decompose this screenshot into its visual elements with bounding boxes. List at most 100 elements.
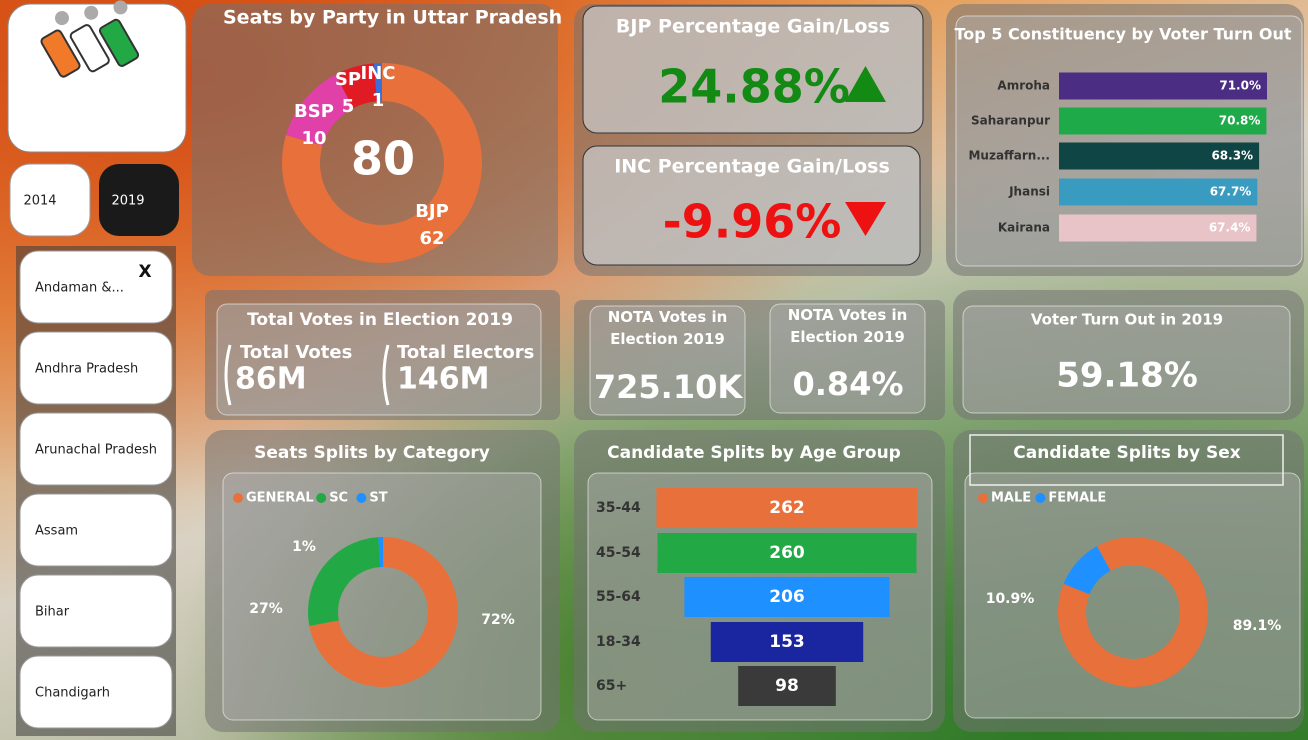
donut-slice [285, 74, 354, 146]
card-label: Total Votes [240, 342, 352, 363]
card-value: 0.84% [792, 365, 903, 403]
year-button-selected[interactable] [99, 164, 179, 236]
bar [1059, 72, 1267, 100]
card-label: Total Electors [397, 342, 534, 363]
year-label[interactable]: 2014 [23, 194, 56, 209]
total-label: 80 [351, 132, 415, 186]
clear-button[interactable]: X [138, 262, 151, 282]
category-label: 35-44 [596, 500, 641, 516]
kpi-card [582, 145, 921, 266]
charts: Seats by Party in Uttar Pradesh BJP 62 BSP 1… [223, 7, 1292, 706]
bar [1059, 214, 1257, 242]
legend-label: SC [329, 491, 348, 506]
value-label: 27% [249, 601, 283, 617]
state-item[interactable] [19, 493, 173, 567]
legend-dot [1035, 493, 1046, 503]
down-arrow [845, 202, 886, 236]
up-arrow [845, 66, 886, 102]
legend-label: MALE [991, 491, 1031, 506]
panel [205, 430, 560, 732]
panel [953, 290, 1304, 420]
value-label: 67.4% [1209, 221, 1251, 235]
state-label[interactable]: Assam [35, 524, 78, 539]
value-label: 10.9% [986, 591, 1035, 607]
value-label: 153 [769, 632, 805, 652]
chart-title: Seats Splits by Category [254, 443, 490, 463]
state-list [16, 246, 176, 736]
state-items: Andaman &... Andhra Pradesh Arunachal Prad… [19, 250, 173, 729]
donut-slice [309, 537, 459, 687]
slice-name: SP [335, 69, 361, 90]
legend-dot [233, 493, 243, 503]
state-label[interactable]: Arunachal Pradesh [35, 443, 157, 458]
state-label[interactable]: Bihar [35, 605, 70, 620]
value-label: 68.3% [1211, 149, 1253, 163]
legend-dot [316, 493, 327, 503]
card [216, 303, 542, 416]
state-item[interactable] [19, 574, 173, 648]
funnel-bar [657, 533, 917, 573]
value-label: 71.0% [1219, 79, 1261, 93]
donut-slice [373, 63, 382, 102]
value-label: 206 [769, 587, 805, 607]
category-label: 65+ [596, 678, 627, 694]
card-title: NOTA Votes in Election 2019 [607, 308, 728, 348]
category-label: 18-34 [596, 634, 641, 650]
kpi-card [582, 5, 924, 134]
kpi-value: 24.88% [658, 60, 850, 114]
card-value: 86M [235, 362, 307, 397]
logo-card [7, 3, 187, 153]
panel [953, 430, 1304, 732]
donut-slice [1063, 546, 1111, 595]
slice-value: 1 [372, 90, 385, 111]
value-label: 70.8% [1219, 114, 1261, 128]
logo [40, 0, 140, 78]
state-label[interactable]: Andaman &... [35, 281, 124, 296]
state-label[interactable]: Andhra Pradesh [35, 362, 138, 377]
legend-dot [356, 493, 367, 503]
value-label: 260 [769, 543, 805, 563]
slice-name: BJP [415, 201, 449, 222]
donut-slice [1058, 537, 1209, 687]
category-label: 45-54 [596, 545, 641, 561]
value-label: 262 [769, 498, 805, 518]
kpi-title: BJP Percentage Gain/Loss [616, 16, 890, 38]
category-label: Amroha [997, 79, 1050, 93]
category-label: Saharanpur [971, 114, 1050, 128]
state-item[interactable] [19, 655, 173, 729]
card [964, 472, 1301, 719]
card-title: NOTA Votes in Election 2019 [787, 306, 908, 346]
value-label: 72% [481, 612, 515, 628]
slice-value: 10 [301, 128, 326, 149]
chart-title: Top 5 Constituency by Voter Turn Out [954, 25, 1291, 44]
value-label: 1% [292, 539, 316, 555]
state-item[interactable] [19, 331, 173, 405]
category-label: 55-64 [596, 589, 641, 605]
legend-label: ST [369, 491, 387, 506]
category-label: Muzaffarn... [968, 149, 1050, 163]
legend-label: GENERAL [246, 491, 314, 506]
state-item[interactable] [19, 412, 173, 486]
bar [1059, 107, 1267, 135]
state-label[interactable]: Chandigarh [35, 686, 110, 701]
panel [205, 290, 560, 420]
slice-value: 62 [419, 228, 444, 249]
chart-title: Candidate Splits by Sex [1013, 443, 1240, 463]
funnel-bar [710, 622, 864, 662]
title-box [969, 434, 1284, 486]
divider [224, 344, 232, 406]
donut-slice [378, 537, 383, 568]
funnel-bar [684, 577, 890, 617]
donut-slice [335, 63, 378, 109]
slice-name: INC [361, 63, 396, 84]
year-button[interactable] [9, 163, 91, 237]
state-item[interactable] [19, 250, 173, 324]
donut-slice [281, 63, 482, 264]
category-label: Kairana [998, 221, 1050, 235]
year-label[interactable]: 2019 [111, 194, 144, 209]
slice-value: 5 [342, 96, 355, 117]
divider [382, 344, 390, 406]
card [222, 472, 542, 721]
